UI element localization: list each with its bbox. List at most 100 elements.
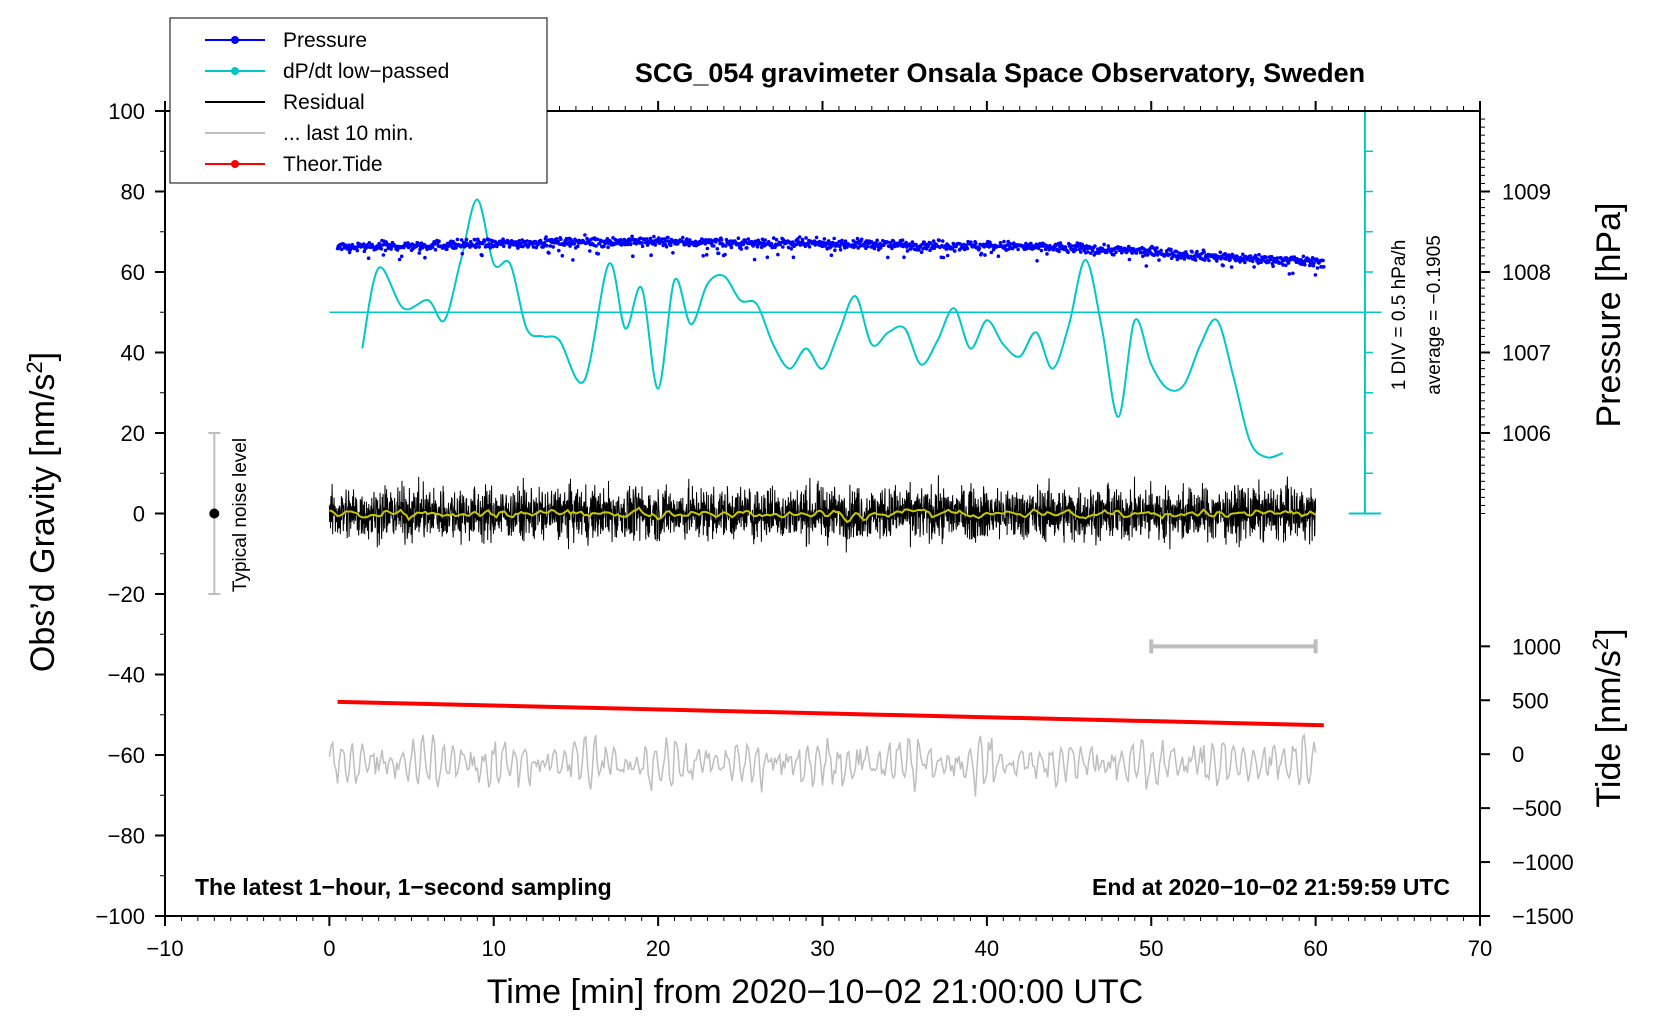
pressure-point	[945, 253, 950, 258]
pressure-point	[1195, 249, 1199, 254]
pressure-point	[1016, 247, 1020, 252]
pressure-point	[366, 256, 371, 261]
y-tick-label: −60	[108, 743, 145, 768]
pressure-point	[1141, 254, 1145, 259]
pressure-point	[460, 251, 465, 256]
noise-label: Typical noise level	[230, 438, 251, 592]
pressure-point	[1058, 241, 1063, 245]
pressure-point	[941, 255, 946, 260]
pressure-point	[1134, 251, 1139, 255]
pressure-point	[1257, 252, 1261, 257]
x-tick-label: 50	[1139, 936, 1163, 961]
dpdt-line	[361, 198, 1284, 459]
tide-tick-label: −500	[1512, 796, 1562, 821]
pressure-point	[572, 242, 577, 246]
legend-label: Residual	[283, 91, 365, 114]
pressure-point	[760, 237, 765, 242]
pressure-point	[797, 235, 802, 239]
pressure-point	[483, 239, 487, 243]
legend-marker	[231, 67, 239, 75]
pressure-point	[771, 236, 776, 240]
pressure-point	[525, 239, 529, 243]
pressure-point	[381, 253, 386, 257]
pressure-point	[865, 244, 870, 249]
pressure-point	[1086, 250, 1090, 254]
pressure-point	[1093, 244, 1097, 248]
y-tick-label: −40	[108, 663, 145, 688]
pressure-point	[571, 258, 575, 262]
pressure-point	[752, 257, 757, 262]
pressure-point	[664, 239, 668, 243]
pressure-point	[480, 253, 484, 258]
pressure-point	[743, 238, 748, 243]
tide-tick-label: −1500	[1512, 904, 1574, 929]
pressure-point	[1202, 250, 1206, 254]
pressure-point	[455, 237, 460, 242]
pressure-point	[416, 241, 421, 246]
residual-smoothed-line	[329, 506, 1317, 524]
y-axis-title-sup: 2	[22, 361, 47, 373]
pressure-point	[736, 236, 741, 240]
pressure-point	[542, 241, 547, 245]
pressure-point	[751, 244, 755, 248]
pressure-point	[937, 238, 941, 243]
pressure-point	[1269, 257, 1273, 262]
chart-title: SCG_054 gravimeter Onsala Space Observat…	[635, 58, 1365, 88]
pressure-point	[473, 245, 478, 249]
legend-label: dP/dt low−passed	[283, 60, 449, 83]
pressure-point	[397, 257, 402, 262]
pressure-point	[1008, 242, 1013, 246]
pressure-point	[1313, 273, 1318, 277]
pressure-point	[649, 253, 653, 257]
pressure-point	[755, 245, 760, 249]
pressure-tick-label: 1009	[1502, 180, 1551, 205]
pressure-point	[1102, 242, 1106, 247]
pressure-point	[1264, 255, 1268, 259]
pressure-point	[979, 251, 984, 256]
pressure-point	[619, 238, 623, 242]
pressure-point	[1286, 261, 1291, 265]
pressure-point	[1002, 239, 1006, 244]
pressure-point	[1142, 247, 1146, 251]
pressure-point	[566, 240, 571, 245]
tide-axis-title: Tide [nm/s2]	[1588, 628, 1628, 807]
x-tick-label: 30	[810, 936, 834, 961]
legend-box	[169, 17, 548, 184]
y-tick-label: 0	[133, 502, 145, 527]
pressure-tick-label: 1007	[1502, 341, 1551, 366]
pressure-point	[560, 253, 565, 258]
y-axis-title-main: Obs’d Gravity [nm/s	[24, 374, 62, 673]
y-tick-label: 20	[121, 421, 145, 446]
pressure-point	[769, 242, 774, 246]
pressure-point	[881, 238, 885, 243]
pressure-point	[1069, 244, 1074, 248]
x-tick-label: 20	[646, 936, 670, 961]
x-tick-label: 70	[1468, 936, 1492, 961]
pressure-point	[1039, 248, 1044, 253]
pressure-point	[517, 239, 522, 243]
y-tick-label: −80	[108, 824, 145, 849]
pressure-point	[638, 236, 643, 240]
pressure-point	[965, 246, 970, 251]
pressure-point	[1174, 249, 1179, 254]
left-note: The latest 1−hour, 1−second sampling	[195, 874, 612, 900]
pressure-point	[745, 246, 749, 250]
pressure-point	[886, 255, 890, 260]
pressure-point	[536, 242, 541, 246]
pressure-point	[940, 239, 945, 243]
pressure-point	[952, 249, 957, 253]
pressure-point	[671, 251, 675, 255]
y-tick-label: −100	[95, 904, 145, 929]
y-tick-label: −20	[108, 582, 145, 607]
pressure-point	[974, 241, 978, 246]
pressure-point	[902, 255, 906, 259]
pressure-point	[596, 252, 600, 256]
pressure-point	[430, 245, 435, 249]
pressure-point	[399, 254, 404, 259]
pressure-point	[454, 246, 458, 250]
pressure-point	[1267, 260, 1271, 264]
pressure-point	[340, 247, 344, 251]
pressure-point	[1127, 257, 1132, 262]
pressure-point	[606, 245, 610, 249]
pressure-point	[729, 245, 734, 250]
